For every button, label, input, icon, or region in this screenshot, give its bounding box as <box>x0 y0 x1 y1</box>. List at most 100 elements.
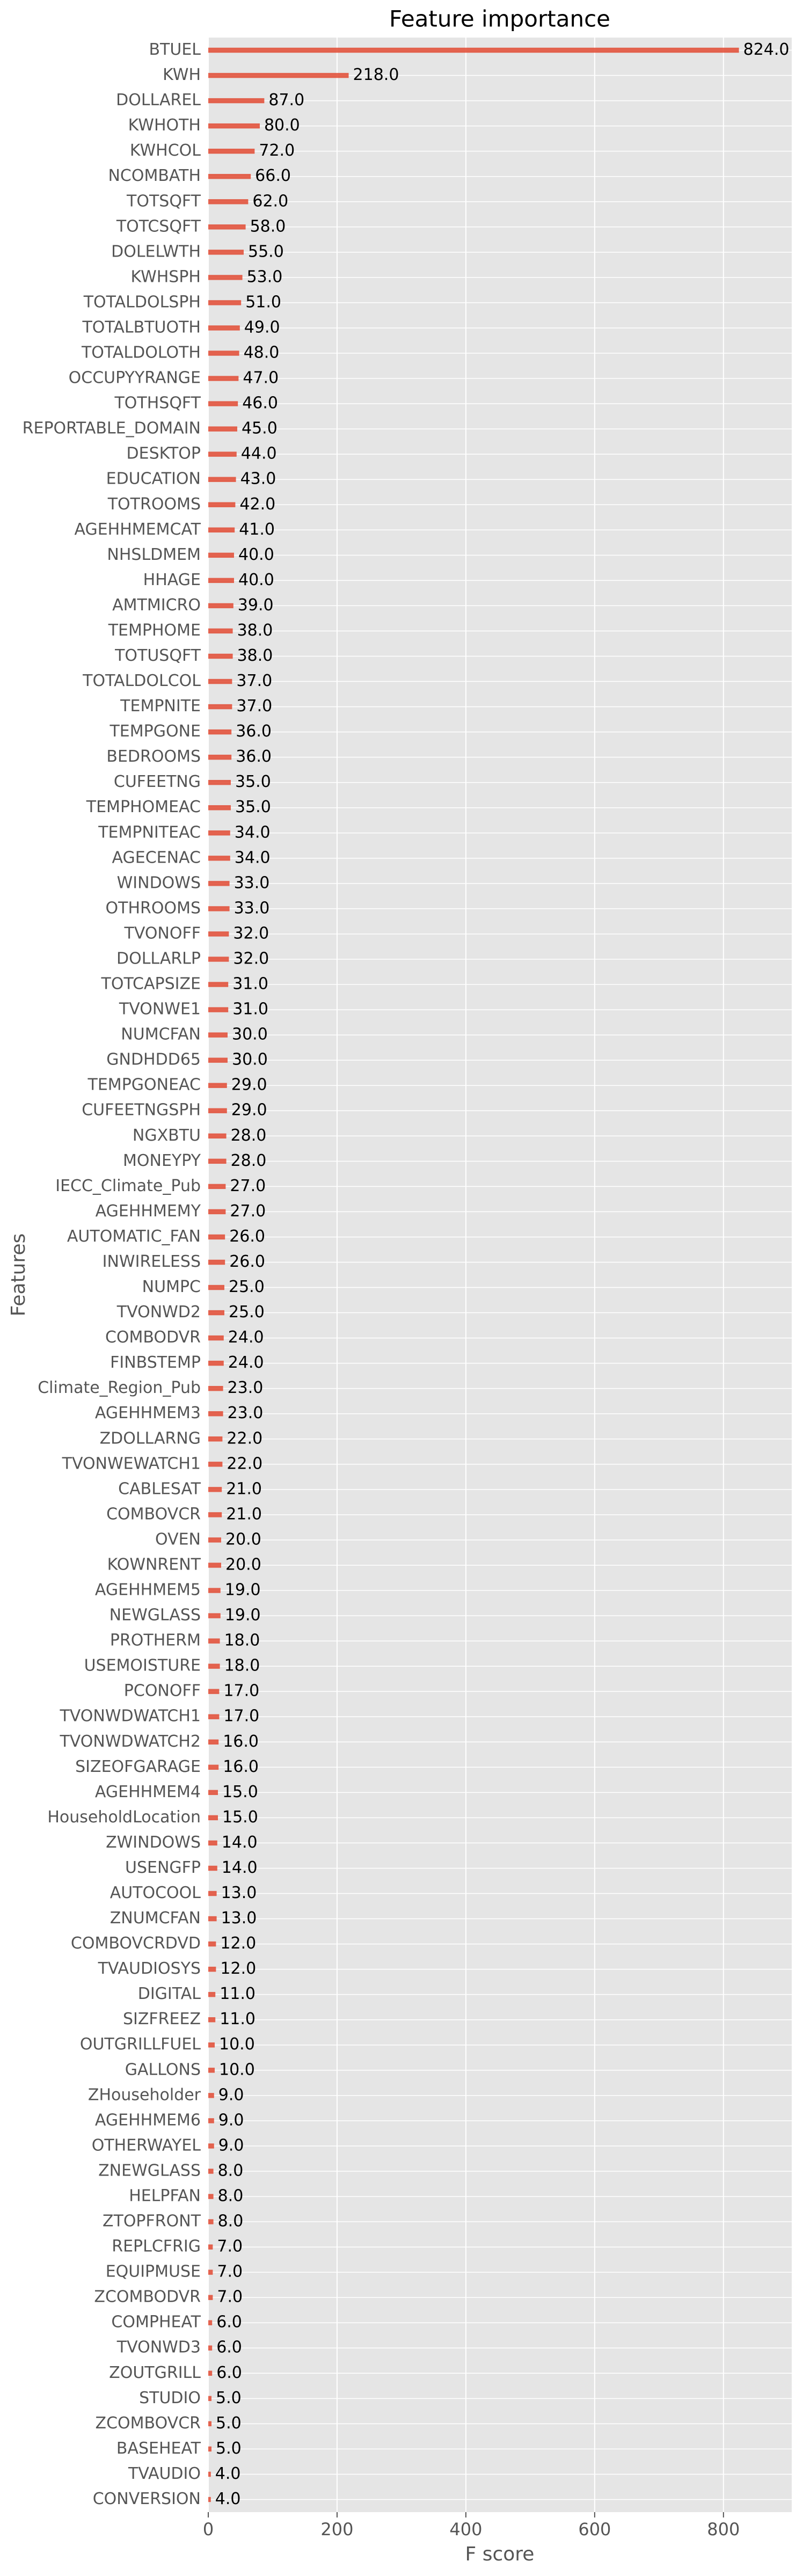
y-tick-label: ZOUTGRILL <box>109 2363 201 2382</box>
y-tick-label: OVEN <box>155 1530 201 1549</box>
y-tick-label: AGEHHMEMCAT <box>74 520 201 539</box>
bar <box>208 148 255 154</box>
bar <box>208 477 236 482</box>
value-label: 36.0 <box>236 747 272 766</box>
bar <box>208 729 232 735</box>
value-label: 6.0 <box>216 2313 242 2332</box>
value-label: 30.0 <box>232 1025 268 1044</box>
y-tick-label: COMBODVR <box>105 1328 201 1347</box>
y-tick-label: DESKTOP <box>127 444 201 463</box>
value-label: 7.0 <box>217 2237 243 2256</box>
bar <box>208 1891 217 1896</box>
y-tick-label: NUMPC <box>142 1278 201 1296</box>
bar <box>208 653 233 659</box>
y-tick-label: DIGITAL <box>138 1984 201 2003</box>
value-label: 18.0 <box>224 1656 260 1675</box>
y-tick-label: SIZFREEZ <box>123 2010 201 2028</box>
y-tick-label: AGEHHMEM5 <box>95 1581 201 1600</box>
y-tick-label: TOTUSQFT <box>114 646 201 665</box>
y-tick-label: AGEHHMEM6 <box>95 2111 201 2129</box>
value-label: 8.0 <box>218 2212 244 2231</box>
bar <box>208 1764 219 1770</box>
bar <box>208 2118 214 2123</box>
y-tick-label: OTHROOMS <box>106 899 201 917</box>
y-tick-label: NUMCFAN <box>121 1025 201 1044</box>
value-label: 48.0 <box>244 344 280 362</box>
value-label: 17.0 <box>223 1682 259 1701</box>
value-label: 62.0 <box>252 192 288 210</box>
bar <box>208 2295 213 2300</box>
bar <box>208 2421 211 2427</box>
value-label: 7.0 <box>217 2263 243 2281</box>
value-label: 28.0 <box>231 1151 267 1170</box>
value-label: 66.0 <box>255 166 291 185</box>
bar <box>208 1234 225 1240</box>
bar <box>208 1007 229 1012</box>
value-label: 4.0 <box>215 2464 241 2483</box>
value-label: 19.0 <box>225 1581 261 1600</box>
bar <box>208 426 237 432</box>
bar <box>208 2194 214 2199</box>
y-tick-label: TVONWD2 <box>116 1303 201 1322</box>
bar <box>208 1865 217 1871</box>
x-tick-label: 400 <box>449 2519 482 2539</box>
bar <box>208 1739 219 1745</box>
bar <box>208 1638 220 1644</box>
y-tick-label: TEMPHOME <box>108 621 201 640</box>
y-tick-label: ZNEWGLASS <box>98 2161 201 2180</box>
bar <box>208 1411 223 1417</box>
value-label: 13.0 <box>221 1884 257 1902</box>
bar <box>208 754 232 760</box>
value-label: 11.0 <box>220 2010 256 2028</box>
y-tick-label: REPLCFRIG <box>112 2237 201 2256</box>
value-label: 34.0 <box>235 848 271 867</box>
value-label: 4.0 <box>215 2490 241 2508</box>
value-label: 11.0 <box>220 1984 256 2003</box>
bar <box>208 1487 222 1492</box>
bar <box>208 2068 215 2073</box>
bar <box>208 72 349 78</box>
bar <box>208 2269 213 2275</box>
y-tick-label: BEDROOMS <box>106 747 201 766</box>
value-label: 6.0 <box>216 2363 242 2382</box>
bar <box>208 1335 224 1341</box>
bar <box>208 1310 224 1316</box>
bar <box>208 502 236 507</box>
value-label: 26.0 <box>229 1227 265 1246</box>
y-tick-label: DOLLARLP <box>116 949 201 968</box>
value-label: 25.0 <box>229 1278 265 1296</box>
value-label: 824.0 <box>743 40 790 59</box>
value-label: 25.0 <box>229 1303 265 1322</box>
y-tick-label: HHAGE <box>143 571 201 589</box>
value-label: 43.0 <box>240 470 276 488</box>
value-label: 35.0 <box>235 772 271 791</box>
bar <box>208 1385 223 1391</box>
value-label: 29.0 <box>231 1101 267 1120</box>
bar <box>208 174 251 179</box>
bar <box>208 704 232 710</box>
y-tick-label: TEMPNITEAC <box>98 823 201 842</box>
value-label: 41.0 <box>239 520 275 539</box>
y-tick-label: TOTHSQFT <box>114 394 201 413</box>
value-label: 87.0 <box>268 91 304 110</box>
value-label: 47.0 <box>243 369 279 388</box>
bar <box>208 1259 225 1265</box>
value-label: 218.0 <box>353 65 399 84</box>
bar <box>208 1966 216 1972</box>
y-tick-label: TVONWD3 <box>116 2338 201 2357</box>
value-label: 34.0 <box>235 823 271 842</box>
y-tick-label: IECC_Climate_Pub <box>55 1177 201 1195</box>
bar <box>208 451 237 457</box>
value-label: 29.0 <box>231 1076 267 1094</box>
y-tick-label: ZDOLLARNG <box>100 1429 201 1448</box>
bar <box>208 1613 221 1618</box>
y-tick-label: TVAUDIOSYS <box>98 1959 201 1978</box>
bar <box>208 1941 216 1947</box>
bar <box>208 2219 214 2224</box>
y-tick-label: GALLONS <box>125 2060 201 2079</box>
value-label: 51.0 <box>245 293 281 311</box>
bar <box>208 2446 211 2452</box>
bar <box>208 47 739 53</box>
value-label: 8.0 <box>218 2186 244 2205</box>
y-tick-label: HELPFAN <box>129 2186 201 2205</box>
